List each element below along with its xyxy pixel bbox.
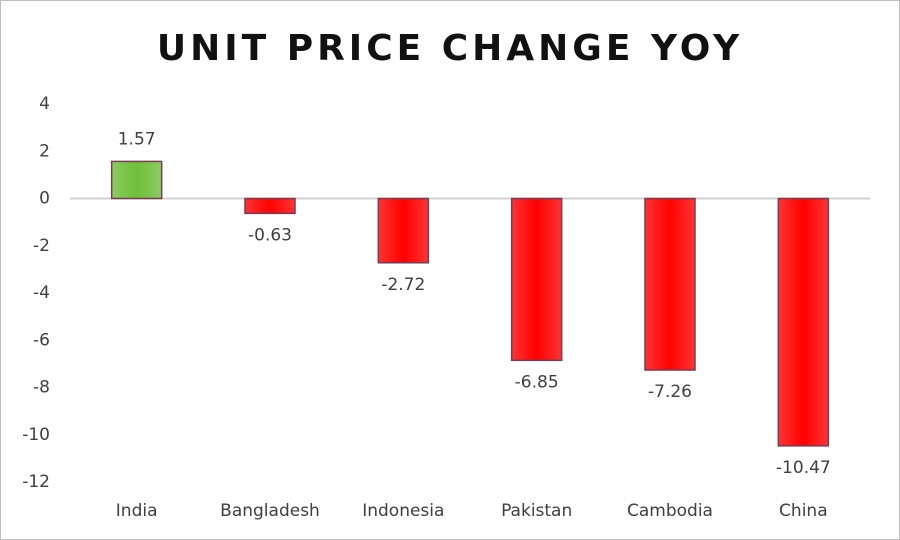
bar <box>510 197 563 362</box>
y-tick-label: -6 <box>33 330 50 350</box>
bar <box>110 160 163 200</box>
y-tick-label: 4 <box>39 94 50 114</box>
data-label: 1.57 <box>118 129 156 149</box>
x-tick-label: Cambodia <box>627 501 713 521</box>
data-label: -10.47 <box>776 458 831 478</box>
data-label: -7.26 <box>648 382 692 402</box>
chart-title: UNIT PRICE CHANGE YOY <box>157 28 743 69</box>
bar <box>644 197 696 371</box>
x-tick-label: India <box>116 501 158 521</box>
x-tick-label: Indonesia <box>362 501 444 521</box>
y-tick-label: -2 <box>33 236 50 256</box>
y-tick-label: -12 <box>22 472 50 492</box>
y-tick-label: -8 <box>33 378 50 398</box>
y-tick-label: 2 <box>39 141 50 161</box>
data-label: -6.85 <box>515 372 559 392</box>
bar <box>377 197 430 264</box>
y-tick-label: -4 <box>33 283 50 303</box>
bar <box>777 197 830 447</box>
y-tick-label: 0 <box>39 189 50 209</box>
x-tick-label: Pakistan <box>501 501 572 521</box>
y-tick-label: -10 <box>22 425 50 445</box>
bar <box>244 197 296 215</box>
data-label: -0.63 <box>248 225 292 245</box>
x-tick-label: Bangladesh <box>220 501 320 521</box>
data-label: -2.72 <box>381 275 425 295</box>
x-tick-label: China <box>779 501 828 521</box>
